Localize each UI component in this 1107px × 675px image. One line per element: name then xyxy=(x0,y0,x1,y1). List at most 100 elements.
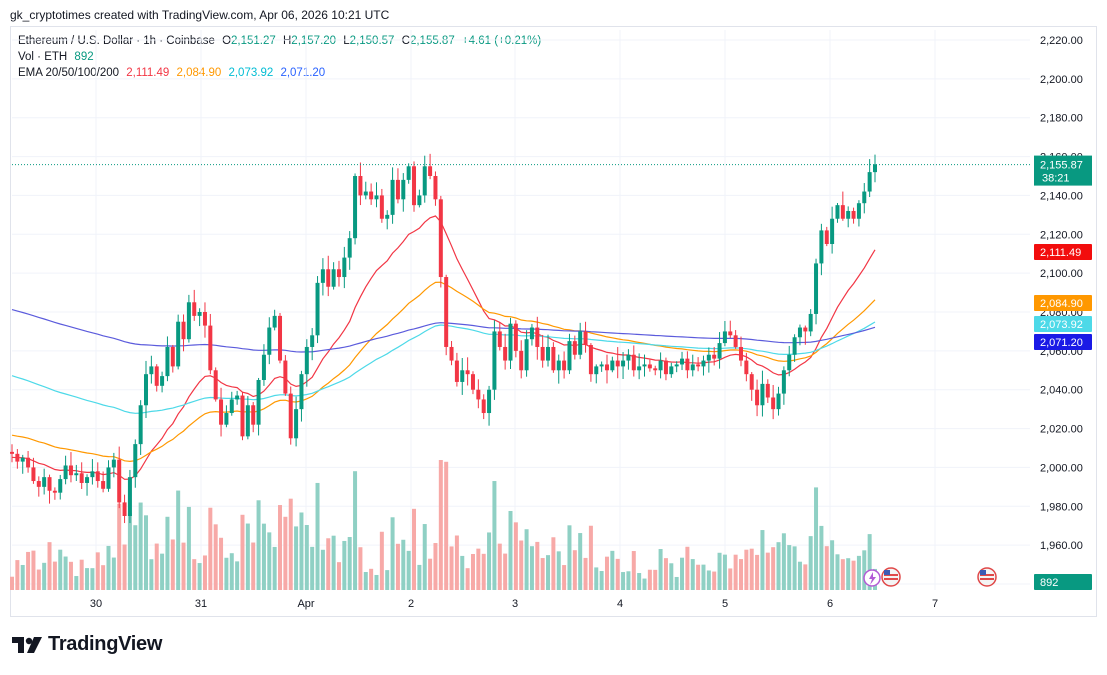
candle-body xyxy=(224,413,229,425)
volume-bar xyxy=(771,547,776,590)
volume-bar xyxy=(422,524,427,590)
ema20-value: 2,111.49 xyxy=(126,67,170,79)
symbol-legend: Ethereum / U.S. Dollar · 1h · Coinbase O… xyxy=(18,35,545,47)
candle-body xyxy=(15,453,20,462)
candle-body xyxy=(219,399,224,425)
volume-bar xyxy=(165,516,170,590)
volume-bar xyxy=(546,555,551,590)
candle-body xyxy=(165,346,170,377)
x-tick-label: 5 xyxy=(722,598,728,610)
candle-body xyxy=(149,366,154,375)
ema200-tag xyxy=(1034,334,1092,350)
candle-body xyxy=(503,346,508,361)
volume-bar xyxy=(31,550,36,590)
y-tick-label: 2,040.00 xyxy=(1040,385,1083,397)
ema-legend: EMA 20/50/100/200 2,111.49 2,084.90 2,07… xyxy=(18,67,329,79)
y-tick-label: 1,960.00 xyxy=(1040,540,1083,552)
candle-body xyxy=(363,191,368,196)
candle-body xyxy=(513,323,518,351)
volume-bar xyxy=(144,515,149,590)
candle-body xyxy=(133,444,138,478)
candle-body xyxy=(20,457,25,462)
candle-body xyxy=(101,481,106,489)
candle-body xyxy=(240,395,245,437)
volume-bar xyxy=(551,537,556,590)
volume-bar xyxy=(68,561,73,590)
x-tick-label: Apr xyxy=(297,598,314,610)
volume-bar xyxy=(578,533,583,590)
candle-body xyxy=(840,205,845,219)
last-price-text: 2,155.87 xyxy=(1040,160,1083,172)
volume-bar xyxy=(470,553,475,590)
volume-bar xyxy=(626,571,631,590)
candle-body xyxy=(288,393,293,439)
volume-bar xyxy=(63,556,68,590)
candle-body xyxy=(90,471,95,478)
volume-bar xyxy=(524,529,529,590)
candle-body xyxy=(454,360,459,382)
volume-bar xyxy=(288,498,293,590)
candle-body xyxy=(52,490,57,493)
volume-bar xyxy=(20,564,25,590)
candle-body xyxy=(47,477,52,491)
candle-body xyxy=(690,364,695,371)
candle-body xyxy=(127,477,132,516)
volume-bar xyxy=(79,559,84,590)
volume-bar xyxy=(395,543,400,590)
candle-body xyxy=(803,327,808,332)
volume-tag-text: 892 xyxy=(1040,577,1058,589)
y-tick-label: 2,140.00 xyxy=(1040,190,1083,202)
volume-bar xyxy=(712,571,717,590)
candle-body xyxy=(449,346,454,361)
candle-body xyxy=(540,346,545,361)
volume-bar xyxy=(588,525,593,590)
volume-bar xyxy=(369,568,374,590)
volume-bar xyxy=(347,537,352,590)
candle-body xyxy=(765,383,770,398)
x-tick-label: 2 xyxy=(408,598,414,610)
volume-bar xyxy=(406,550,411,590)
volume-bar xyxy=(653,569,658,590)
candle-body xyxy=(122,502,127,516)
symbol-title: Ethereum / U.S. Dollar · 1h · Coinbase xyxy=(18,35,215,47)
volume-bar xyxy=(336,562,341,590)
ema100-line xyxy=(11,321,876,414)
volume-bar xyxy=(208,507,213,590)
volume-bar xyxy=(58,549,63,590)
ema20-tag-text: 2,111.49 xyxy=(1040,247,1081,259)
candle-body xyxy=(524,339,529,371)
price-axis: 2,220.002,200.002,180.002,160.002,140.00… xyxy=(1040,35,1083,591)
ema50-tag xyxy=(1034,295,1092,311)
tradingview-logo[interactable]: TradingView xyxy=(12,633,162,656)
y-tick-label: 1,980.00 xyxy=(1040,501,1083,513)
candle-body xyxy=(138,405,143,445)
candle-body xyxy=(631,354,636,371)
candle-body xyxy=(438,199,443,278)
volume-bar xyxy=(278,505,283,590)
volume-label: Vol · ETH xyxy=(18,51,68,63)
candle-body xyxy=(186,302,191,340)
ema200-line xyxy=(11,309,876,353)
volume-bar xyxy=(261,523,266,590)
candle-body xyxy=(374,195,379,200)
y-tick-label: 2,180.00 xyxy=(1040,113,1083,125)
volume-bar xyxy=(760,530,765,590)
event-icons[interactable] xyxy=(863,567,997,587)
volume-bar xyxy=(186,506,191,590)
candle-body xyxy=(476,389,481,400)
volume-tag xyxy=(1034,574,1092,590)
candle-body xyxy=(615,360,620,367)
volume-bar xyxy=(497,543,502,590)
volume-bar xyxy=(133,525,138,590)
candle-body xyxy=(781,370,786,394)
volume-bar xyxy=(229,553,234,590)
volume-bar xyxy=(728,568,733,590)
volume-bar xyxy=(599,571,604,590)
candle-body xyxy=(556,360,561,371)
volume-bar xyxy=(74,576,79,590)
candle-body xyxy=(846,210,851,219)
volume-bar xyxy=(358,547,363,590)
candle-body xyxy=(31,467,36,482)
